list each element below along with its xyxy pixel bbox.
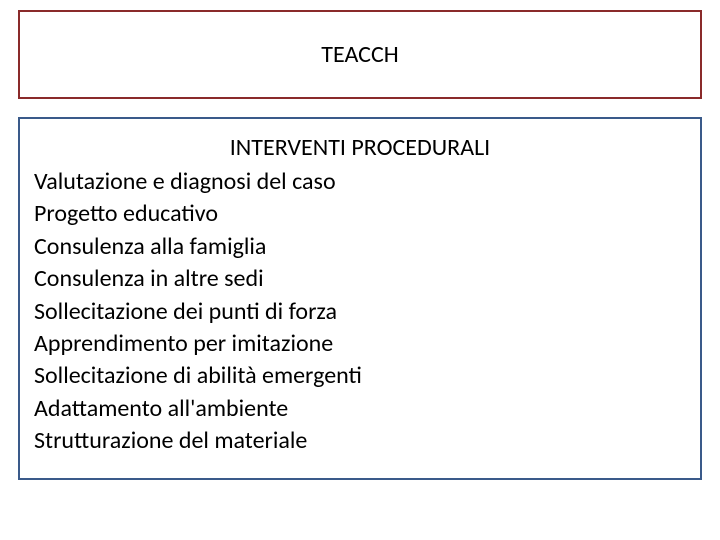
title-box: TEACCH bbox=[18, 10, 702, 99]
list-item: Strutturazione del materiale bbox=[34, 425, 686, 457]
list-item: Consulenza in altre sedi bbox=[34, 263, 686, 295]
list-item: Consulenza alla famiglia bbox=[34, 231, 686, 263]
content-subtitle: INTERVENTI PROCEDURALI bbox=[34, 133, 686, 162]
content-box: INTERVENTI PROCEDURALI Valutazione e dia… bbox=[18, 117, 702, 480]
list-item: Sollecitazione dei punti di forza bbox=[34, 296, 686, 328]
list-item: Valutazione e diagnosi del caso bbox=[34, 166, 686, 198]
list-item: Sollecitazione di abilità emergenti bbox=[34, 360, 686, 392]
page-title: TEACCH bbox=[30, 40, 690, 69]
list-item: Apprendimento per imitazione bbox=[34, 328, 686, 360]
content-items: Valutazione e diagnosi del casoProgetto … bbox=[34, 166, 686, 458]
list-item: Progetto educativo bbox=[34, 198, 686, 230]
list-item: Adattamento all'ambiente bbox=[34, 393, 686, 425]
